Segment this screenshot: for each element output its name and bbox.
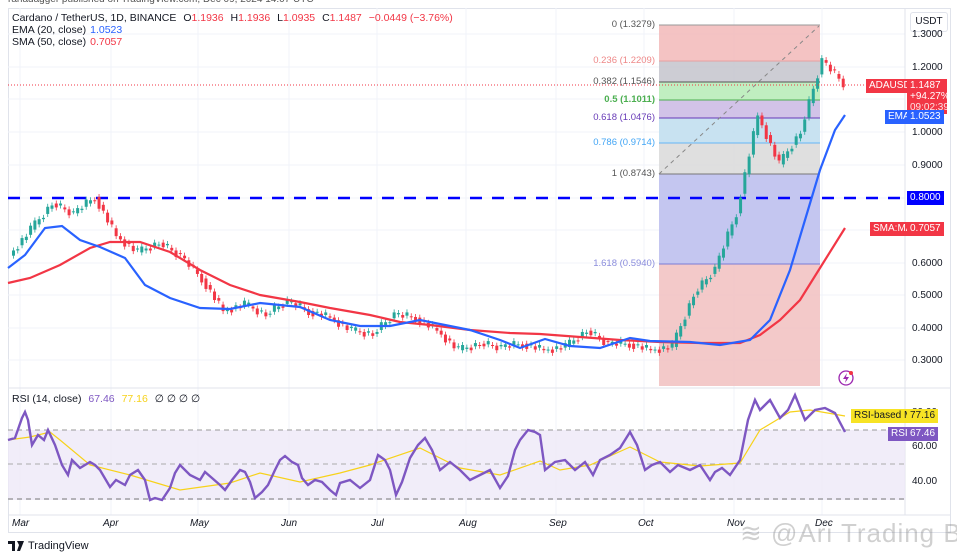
close-label: C xyxy=(322,12,330,24)
rsi-price-tag: 67.46 xyxy=(907,427,939,441)
fib-label-0: 0 (1.3279) xyxy=(611,19,655,30)
ema-legend[interactable]: EMA (20, close) 1.0523 xyxy=(12,24,126,36)
published-line: ranadagger published on TradingView.com,… xyxy=(8,0,314,5)
watermark-logo-icon: ≋ xyxy=(740,518,763,548)
lightning-icon[interactable] xyxy=(838,370,854,386)
y-tick: 1.0000 xyxy=(912,127,943,138)
currency-button[interactable]: USDT xyxy=(910,12,948,32)
y-tick: 0.9000 xyxy=(912,160,943,171)
sma-price-tag: 0.7057 xyxy=(907,222,944,236)
level-price-tag: 0.8000 xyxy=(907,191,944,205)
brand-label: TradingView xyxy=(28,540,89,552)
sma-tag: SMA:MA xyxy=(870,222,916,236)
x-tick: Sep xyxy=(549,518,567,529)
sma-legend[interactable]: SMA (50, close) 0.7057 xyxy=(12,36,126,48)
fib-label-1: 1 (0.8743) xyxy=(611,168,655,179)
x-tick: Jun xyxy=(281,518,298,529)
rsi-ma-value: 77.16 xyxy=(121,393,148,405)
x-tick: Dec xyxy=(815,518,833,529)
x-tick: Oct xyxy=(638,518,654,529)
tradingview-brand[interactable]: TradingView xyxy=(8,540,89,552)
y-tick: 0.4000 xyxy=(912,323,943,334)
x-tick: Jul xyxy=(371,518,384,529)
open-value: 1.1936 xyxy=(191,12,224,24)
y-tick: 0.5000 xyxy=(912,290,943,301)
y-tick: 0.6000 xyxy=(912,258,943,269)
rsi-tag: RSI xyxy=(888,427,911,441)
rsi-null-values: ∅ ∅ ∅ ∅ xyxy=(154,393,201,405)
symbol-tag: ADAUSDT xyxy=(866,79,920,93)
rsi-value: 67.46 xyxy=(88,393,115,405)
x-tick: Nov xyxy=(727,518,745,529)
y-tick: 0.3000 xyxy=(912,355,943,366)
change-value: −0.0449 (−3.76%) xyxy=(368,12,453,24)
high-value: 1.1936 xyxy=(238,12,271,24)
sma-value: 0.7057 xyxy=(90,36,123,48)
tradingview-logo-icon xyxy=(8,541,24,551)
last-pct: +94.27% xyxy=(910,91,950,102)
low-value: 1.0935 xyxy=(283,12,316,24)
ema-label: EMA (20, close) xyxy=(12,24,87,36)
x-tick: Aug xyxy=(459,518,477,529)
low-label: L xyxy=(277,12,284,24)
symbol-legend[interactable]: Cardano / TetherUS, 1D, BINANCE O1.1936 … xyxy=(12,12,457,24)
bar-countdown: 09:02:39 xyxy=(910,102,949,113)
rsi-ma-tag: RSI-based MA xyxy=(851,409,923,423)
ema-value: 1.0523 xyxy=(90,24,123,36)
symbol-name: Cardano / TetherUS, 1D, BINANCE xyxy=(12,12,177,24)
fib-label-0382: 0.382 (1.1546) xyxy=(593,76,655,87)
rsi-y-tick: 40.00 xyxy=(912,476,938,487)
last-price-tag: 1.1487 +94.27% 09:02:39 xyxy=(907,79,950,114)
fib-label-0786: 0.786 (0.9714) xyxy=(593,137,655,148)
close-value: 1.1487 xyxy=(329,12,362,24)
y-tick: 1.3000 xyxy=(912,29,943,40)
last-price: 1.1487 xyxy=(910,80,941,91)
x-tick: Apr xyxy=(103,518,119,529)
fib-label-0618: 0.618 (1.0476) xyxy=(593,112,655,123)
open-label: O xyxy=(183,12,192,24)
rsi-band xyxy=(8,430,905,500)
rsi-label: RSI (14, close) xyxy=(12,393,82,405)
high-label: H xyxy=(230,12,239,24)
rsi-ma-price-tag: 77.16 xyxy=(907,409,939,423)
rsi-y-tick: 60.00 xyxy=(912,441,938,452)
watermark: ≋ @Ari Trading BR xyxy=(740,518,957,549)
sma-label: SMA (50, close) xyxy=(12,36,87,48)
ema-price-tag: 1.0523 xyxy=(907,110,944,124)
watermark-text: @Ari Trading BR xyxy=(771,518,957,548)
y-tick: 1.2000 xyxy=(912,62,943,73)
x-tick: May xyxy=(190,518,209,529)
fib-label-1618: 1.618 (0.5940) xyxy=(593,258,655,269)
chart-frame xyxy=(8,8,951,533)
rsi-legend[interactable]: RSI (14, close) 67.46 77.16 ∅ ∅ ∅ ∅ xyxy=(12,393,204,405)
fib-label-05: 0.5 (1.1011) xyxy=(604,94,655,105)
x-tick: Mar xyxy=(12,518,30,529)
ema-line xyxy=(7,114,846,350)
fib-label-0236: 0.236 (1.2209) xyxy=(593,55,655,66)
fibonacci-retracement[interactable] xyxy=(658,24,820,386)
rsi-line xyxy=(7,391,847,502)
ema-tag: EMA xyxy=(885,110,913,124)
